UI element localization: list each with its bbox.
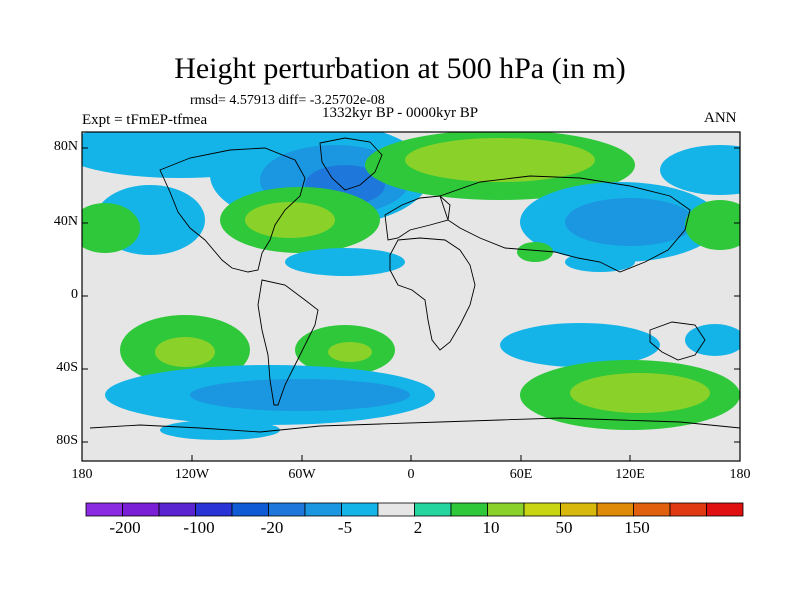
contour-region-asia-blue-core (565, 198, 695, 246)
colorbar-box (341, 502, 379, 517)
stats-text: rmsd= 4.57913 diff= -3.25702e-08 (190, 93, 385, 108)
period-text: 1332kyr BP - 0000kyr BP (322, 105, 479, 121)
contour-region-eurasia-yellow (405, 138, 595, 182)
lon-label-180-left: 180 (71, 467, 93, 482)
contour-region-atlantic-blue (285, 248, 405, 276)
colorbar-box (268, 502, 306, 517)
colorbar-box (450, 502, 488, 517)
map-title: Height perturbation at 500 hPa (in m) (174, 52, 626, 85)
contour-region-south-atlantic-yellow (328, 342, 372, 362)
contour-region-arabia-green (517, 242, 553, 262)
colorbar-box (633, 502, 671, 517)
colorbar-label: -20 (260, 518, 284, 537)
lat-label-40n: 40N (53, 214, 78, 229)
lon-label-120e: 120E (615, 467, 645, 482)
colorbar-label: -200 (109, 518, 141, 537)
lon-label-60w: 60W (288, 467, 316, 482)
lon-label-120w: 120W (174, 467, 210, 482)
contour-region-ne-pacific-arctic (660, 145, 740, 195)
lat-label-40s: 40S (56, 360, 78, 375)
lon-label-180-right: 180 (729, 467, 751, 482)
coast-antarctica (89, 417, 740, 433)
colorbar-box (231, 502, 269, 517)
colorbar-box (377, 502, 415, 517)
colorbar-box (560, 502, 598, 517)
colorbar-box (596, 502, 634, 517)
season-label: ANN (704, 110, 737, 126)
contour-region-nw-pacific-green (685, 200, 740, 250)
coast-north-america (159, 147, 306, 273)
axis-ticks (81, 147, 741, 461)
experiment-label: Expt = tFmEP-tfmea (82, 112, 208, 128)
coast-greenland (319, 137, 383, 191)
coastlines (89, 137, 740, 433)
colorbar-box (85, 502, 123, 517)
colorbar-box (304, 502, 342, 517)
contour-region-south-pacific-yellow (155, 337, 215, 367)
lat-label-0: 0 (71, 287, 78, 302)
colorbar (85, 502, 744, 517)
colorbar-label: -5 (337, 518, 353, 537)
coast-south-america (257, 279, 319, 406)
contour-region-southern-indian-yellow (570, 373, 710, 413)
colorbar-label: 10 (482, 518, 500, 537)
lon-label-0: 0 (407, 467, 415, 482)
coast-africa (389, 237, 476, 351)
lon-label-60e: 60E (509, 467, 533, 482)
lat-label-80s: 80S (56, 433, 78, 448)
contour-region-north-america-yellow (245, 202, 335, 238)
colorbar-label: 2 (413, 518, 423, 537)
colorbar-box (158, 502, 196, 517)
contour-region-tasman-blue (685, 324, 740, 356)
colorbar-box (414, 502, 452, 517)
contour-field (82, 132, 740, 461)
coast-australia (649, 321, 706, 361)
colorbar-box (487, 502, 525, 517)
lat-label-80n: 80N (53, 139, 78, 154)
contour-region-southern-ocean-core (190, 379, 410, 411)
colorbar-label: 50 (555, 518, 573, 537)
contour-region-antarctic-blue (160, 420, 280, 440)
colorbar-box (523, 502, 561, 517)
colorbar-label: 150 (624, 518, 650, 537)
colorbar-box (669, 502, 707, 517)
contour-region-indian-ocean-blue (500, 323, 660, 367)
contour-region-pacific-green (82, 203, 140, 253)
colorbar-box (122, 502, 160, 517)
coast-asia (439, 175, 691, 273)
colorbar-box (706, 502, 744, 517)
colorbar-box (195, 502, 233, 517)
colorbar-label: -100 (183, 518, 215, 537)
